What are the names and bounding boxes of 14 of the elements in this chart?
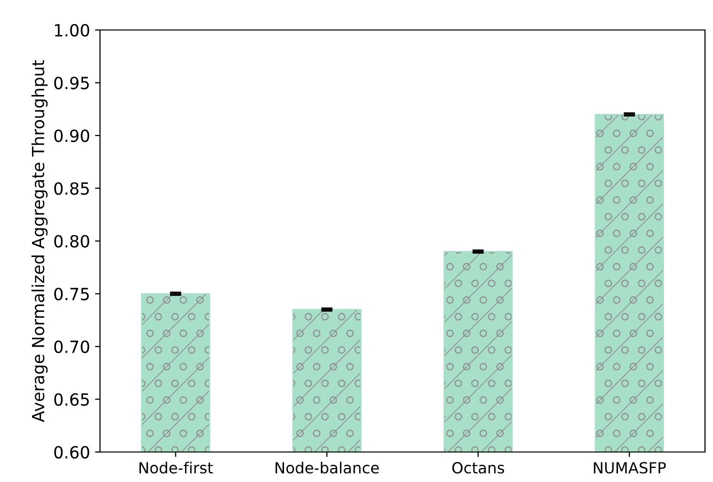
y-tick-label: 0.75 [54, 288, 89, 300]
y-tick-label: 0.65 [54, 393, 89, 406]
y-axis-title: Average Normalized Aggregate Throughput [31, 60, 48, 422]
y-tick-label: 0.70 [54, 340, 90, 354]
y-tick-label: 0.95 [54, 76, 89, 90]
x-tick-label: Node-first [140, 462, 213, 474]
y-tick-label: 0.60 [54, 446, 90, 459]
y-tick-label: 1.00 [55, 24, 90, 37]
x-tick-label: NUMASFP [594, 462, 666, 474]
y-tick-label: 0.85 [54, 182, 89, 195]
y-tick-label: 0.80 [54, 234, 90, 248]
x-tick-label: Octans [452, 462, 504, 474]
x-tick-label: Node-balance [276, 462, 379, 474]
y-tick-label: 0.90 [54, 129, 90, 142]
